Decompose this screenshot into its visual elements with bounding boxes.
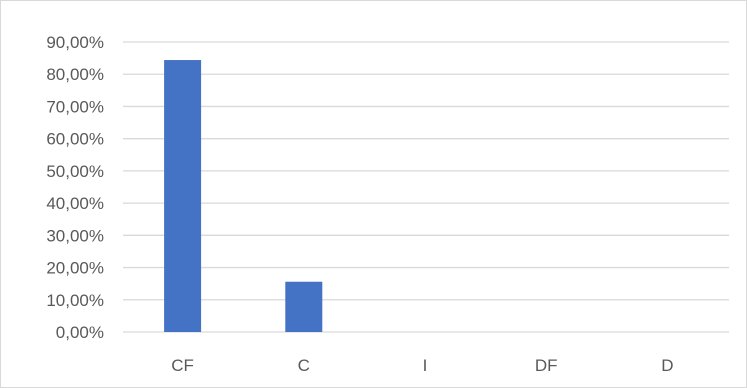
- y-axis-ticks: 0,00% 10,00% 20,00% 30,00% 40,00% 50,00% 60,00…: [46, 33, 104, 342]
- y-tick-label: 80,00%: [46, 65, 104, 84]
- x-category-label: DF: [535, 356, 558, 375]
- x-axis-categories: CF C I DF D: [171, 356, 673, 375]
- y-tick-label: 10,00%: [46, 291, 104, 310]
- y-tick-label: 70,00%: [46, 97, 104, 116]
- grid-lines: [123, 41, 729, 333]
- y-tick-label: 20,00%: [46, 259, 104, 278]
- y-tick-label: 90,00%: [46, 33, 104, 52]
- bars: [164, 60, 323, 333]
- y-tick-label: 30,00%: [46, 226, 104, 245]
- bar-cf: [164, 60, 202, 333]
- x-category-label: I: [423, 356, 428, 375]
- x-category-label: CF: [171, 356, 194, 375]
- y-tick-label: 40,00%: [46, 194, 104, 213]
- y-tick-label: 50,00%: [46, 162, 104, 181]
- x-category-label: C: [298, 356, 310, 375]
- x-category-label: D: [661, 356, 673, 375]
- bar-c: [285, 281, 323, 332]
- y-tick-label: 0,00%: [56, 323, 104, 342]
- y-tick-label: 60,00%: [46, 130, 104, 149]
